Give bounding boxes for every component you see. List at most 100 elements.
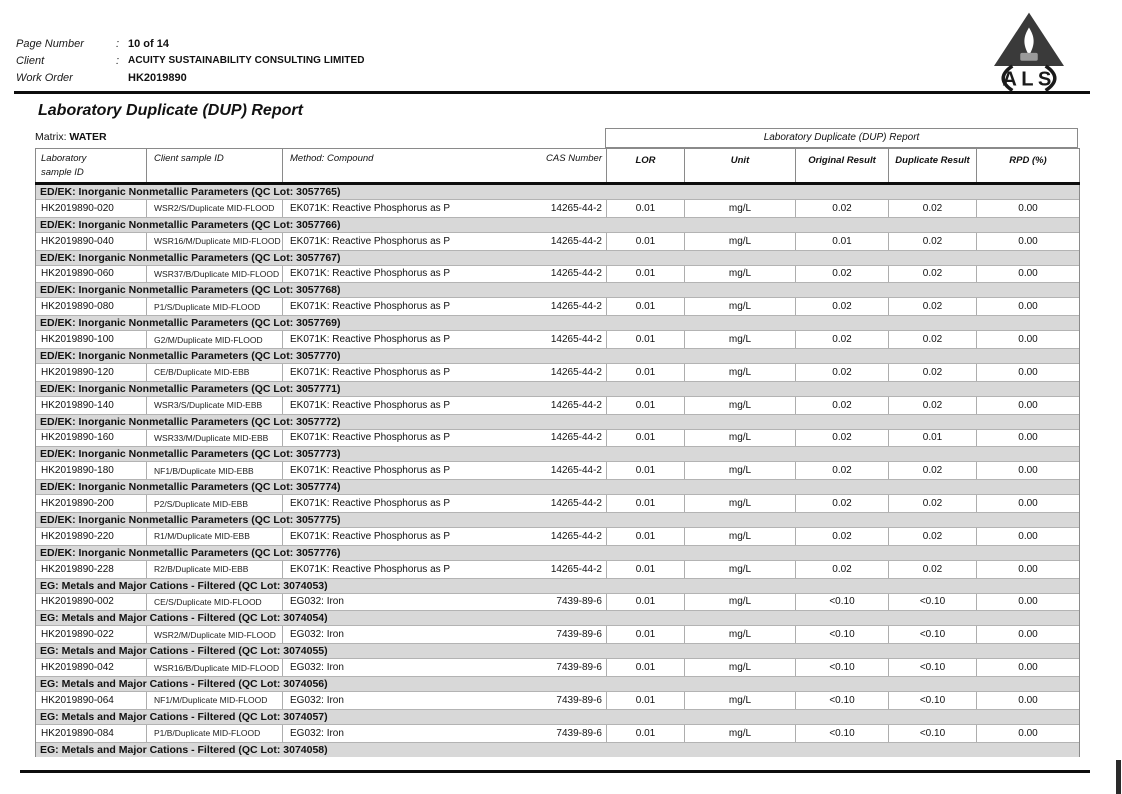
client-label: Client — [16, 55, 45, 67]
cell-laboratory-sample-id: HK2019890-180 — [36, 462, 147, 480]
cell-original-result: 0.02 — [796, 200, 889, 217]
page-number-value: 10 of 14 — [128, 38, 169, 50]
cell-cas-number: 7439-89-6 — [526, 626, 607, 644]
cell-rpd: 0.00 — [1018, 629, 1038, 641]
cell-laboratory-sample-id: HK2019890-120 — [36, 363, 147, 381]
cell-rpd: 0.00 — [1018, 596, 1038, 608]
cell-duplicate-result: 0.02 — [889, 363, 977, 381]
cell-client-sample-id: P1/B/Duplicate MID-FLOOD — [147, 724, 283, 742]
cell-cas-number: 14265-44-2 — [526, 200, 607, 217]
cell-duplicate-result: 0.02 — [889, 331, 977, 348]
cell-cas-number: 14265-44-2 — [526, 331, 607, 348]
cell-method-compound: EK071K: Reactive Phosphorus as P — [290, 498, 451, 510]
cell-original-result: 0.02 — [796, 298, 889, 316]
cell-original-result: <0.10 — [796, 659, 889, 676]
cell-original-result: <0.10 — [796, 626, 889, 644]
cell-lor: 0.01 — [607, 396, 685, 414]
cell-original-result: 0.02 — [796, 462, 889, 480]
cell-laboratory-sample-id: HK2019890-084 — [36, 724, 147, 742]
table-header-row: Laboratory sample ID Client sample ID Me… — [35, 148, 1080, 182]
cell-duplicate-result: <0.10 — [889, 691, 977, 709]
matrix-line: Matrix: WATER — [35, 131, 107, 143]
cell-original-result: 0.02 — [796, 495, 889, 512]
cell-unit: mg/L — [685, 363, 796, 381]
cell-original-result: 0.02 — [796, 527, 889, 545]
cell-unit: mg/L — [685, 691, 796, 709]
page-title: Laboratory Duplicate (DUP) Report — [38, 102, 303, 119]
cell-original-result: 0.02 — [796, 331, 889, 348]
cell-original-result: 0.02 — [796, 363, 889, 381]
cell-rpd: 0.00 — [1018, 202, 1038, 214]
work-order-label: Work Order — [16, 72, 73, 84]
cell-lor: 0.01 — [607, 495, 685, 512]
cell-duplicate-result: 0.02 — [889, 396, 977, 414]
cell-lor: 0.01 — [607, 363, 685, 381]
als-logo-text: ALS — [1002, 68, 1055, 90]
cell-original-result: 0.02 — [796, 429, 889, 447]
cell-duplicate-result: 0.02 — [889, 462, 977, 480]
cell-method-compound: EK071K: Reactive Phosphorus as P — [290, 563, 451, 575]
cell-lor: 0.01 — [607, 659, 685, 676]
column-header-client-sample-id: Client sample ID — [147, 149, 283, 182]
cell-method-compound: EK071K: Reactive Phosphorus as P — [290, 235, 451, 247]
cell-method-compound: EK071K: Reactive Phosphorus as P — [290, 334, 451, 346]
cell-unit: mg/L — [685, 462, 796, 480]
cell-lor: 0.01 — [607, 560, 685, 578]
table-row: HK2019890-080 P1/S/Duplicate MID-FLOOD E… — [36, 297, 1079, 317]
page-header: Page Number : 10 of 14 Client : ACUITY S… — [16, 38, 365, 89]
cell-lor: 0.01 — [607, 527, 685, 545]
cell-unit: mg/L — [685, 396, 796, 414]
cell-laboratory-sample-id: HK2019890-022 — [36, 626, 147, 644]
cell-unit: mg/L — [685, 429, 796, 447]
cell-unit: mg/L — [685, 659, 796, 676]
footer-divider — [20, 770, 1090, 773]
column-header-line: Laboratory — [41, 153, 87, 164]
section-header: EG: Metals and Major Cations - Filtered … — [36, 578, 1079, 593]
cell-unit: mg/L — [685, 560, 796, 578]
cell-rpd: 0.00 — [1018, 498, 1038, 510]
cell-rpd: 0.00 — [1018, 268, 1038, 280]
cell-client-sample-id: WSR3/S/Duplicate MID-EBB — [147, 396, 283, 414]
cell-unit: mg/L — [685, 724, 796, 742]
table-row: HK2019890-060 WSR37/B/Duplicate MID-FLOO… — [36, 264, 1079, 284]
cell-client-sample-id: CE/S/Duplicate MID-FLOOD — [147, 593, 283, 611]
cell-rpd: 0.00 — [1018, 662, 1038, 674]
cell-unit: mg/L — [685, 331, 796, 348]
work-order-row: Work Order HK2019890 — [16, 72, 365, 89]
cell-unit: mg/L — [685, 527, 796, 545]
cell-method-compound: EK071K: Reactive Phosphorus as P — [290, 366, 451, 378]
cell-unit: mg/L — [685, 232, 796, 250]
cell-client-sample-id: P2/S/Duplicate MID-EBB — [147, 495, 283, 512]
cell-laboratory-sample-id: HK2019890-064 — [36, 691, 147, 709]
cell-original-result: <0.10 — [796, 691, 889, 709]
cell-duplicate-result: 0.02 — [889, 495, 977, 512]
cell-duplicate-result: 0.02 — [889, 200, 977, 217]
cell-laboratory-sample-id: HK2019890-040 — [36, 232, 147, 250]
cell-cas-number: 7439-89-6 — [526, 724, 607, 742]
cell-lor: 0.01 — [607, 200, 685, 217]
column-header-duplicate-result: Duplicate Result — [889, 149, 977, 182]
column-header-line: sample ID — [41, 167, 84, 178]
section-header: EG: Metals and Major Cations - Filtered … — [36, 709, 1079, 724]
cell-method-compound: EG032: Iron — [290, 694, 344, 706]
cell-unit: mg/L — [685, 593, 796, 611]
cell-cas-number: 14265-44-2 — [526, 396, 607, 414]
section-header: ED/EK: Inorganic Nonmetallic Parameters … — [36, 414, 1079, 429]
column-header-unit: Unit — [685, 149, 796, 182]
cell-method-compound: EK071K: Reactive Phosphorus as P — [290, 530, 451, 542]
cell-method-compound: EG032: Iron — [290, 629, 344, 641]
cell-rpd: 0.00 — [1018, 530, 1038, 542]
cell-cas-number: 14265-44-2 — [526, 265, 607, 283]
cell-client-sample-id: R2/B/Duplicate MID-EBB — [147, 560, 283, 578]
table-row: HK2019890-180 NF1/B/Duplicate MID-EBB EK… — [36, 461, 1079, 481]
table-body: ED/EK: Inorganic Nonmetallic Parameters … — [35, 185, 1080, 757]
cell-duplicate-result: <0.10 — [889, 724, 977, 742]
section-header: ED/EK: Inorganic Nonmetallic Parameters … — [36, 316, 1079, 331]
table-row: HK2019890-160 WSR33/M/Duplicate MID-EBB … — [36, 428, 1079, 448]
matrix-value: WATER — [69, 131, 107, 143]
dup-report-table: Laboratory Duplicate (DUP) Report Labora… — [35, 128, 1080, 757]
page-number-row: Page Number : 10 of 14 — [16, 38, 365, 55]
cell-lor: 0.01 — [607, 429, 685, 447]
cell-rpd: 0.00 — [1018, 563, 1038, 575]
